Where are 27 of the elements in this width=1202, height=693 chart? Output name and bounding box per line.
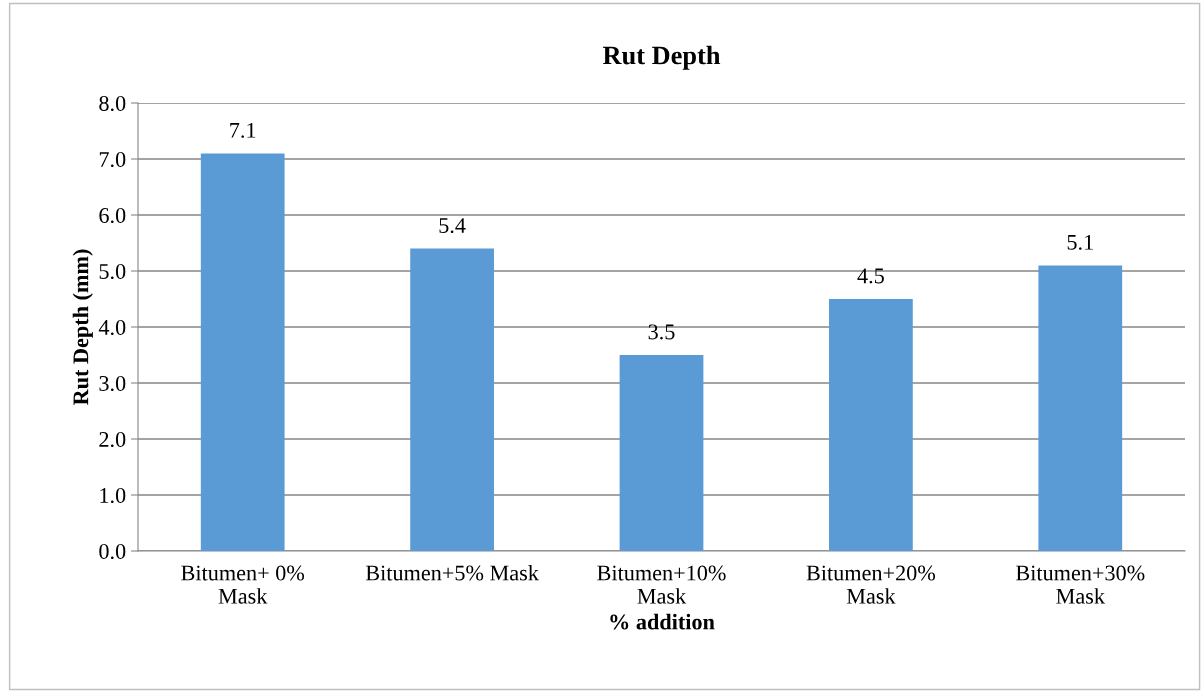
y-tick-label: 1.0 — [100, 487, 126, 504]
y-tick-label: 4.0 — [98, 319, 126, 336]
y-tick-label: 6.0 — [99, 207, 126, 224]
x-tick-label: Bitumen+20% Mask — [806, 565, 936, 604]
data-label: 5.4 — [439, 218, 466, 234]
bar — [200, 153, 285, 551]
x-axis-title: % addition — [610, 613, 715, 630]
y-tick-label: 7.0 — [99, 151, 126, 168]
bar — [410, 248, 494, 551]
bar — [619, 355, 704, 551]
y-tick-label: 2.0 — [99, 431, 126, 448]
bar — [1038, 265, 1123, 551]
bar — [829, 299, 913, 551]
x-tick-label: Bitumen+30% Mask — [1016, 565, 1145, 604]
data-label: 4.5 — [857, 268, 884, 284]
y-axis-title: Rut Depth (mm) — [72, 249, 93, 405]
data-label: 3.5 — [648, 324, 675, 340]
x-tick-label: Bitumen+10% Mask — [597, 565, 726, 604]
data-label: 7.1 — [230, 122, 256, 138]
y-tick-label: 0.0 — [99, 543, 126, 560]
data-label: 5.1 — [1067, 234, 1093, 250]
y-tick-label: 8.0 — [99, 95, 126, 112]
chart-title: Rut Depth — [602, 45, 721, 70]
y-tick-label: 3.0 — [99, 375, 126, 392]
x-tick-label: Bitumen+ 0% Mask — [181, 565, 305, 604]
x-tick-label: Bitumen+5% Mask — [365, 564, 539, 581]
y-tick-label: 5.0 — [99, 263, 126, 280]
